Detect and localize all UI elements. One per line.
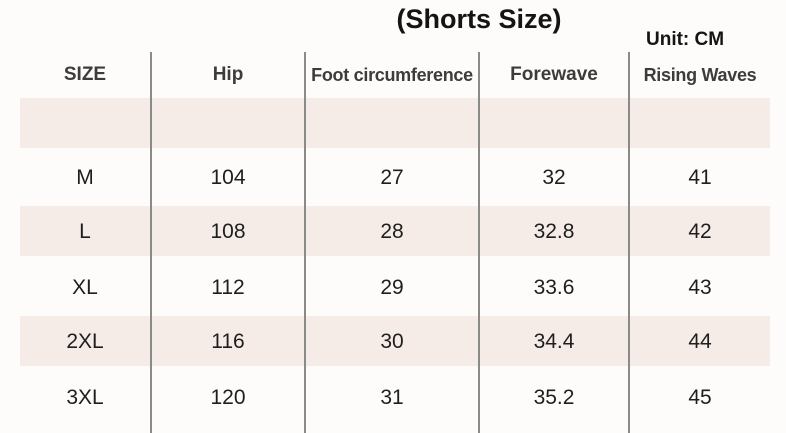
table-cell: 35.2 — [533, 386, 575, 409]
header-size: SIZE — [63, 64, 107, 85]
table-cell: 3XL — [66, 386, 104, 409]
column-divider — [478, 52, 480, 433]
table-cell: 104 — [210, 166, 246, 189]
table-cell: 29 — [380, 276, 404, 299]
column-divider — [628, 52, 630, 433]
table-cell: 31 — [380, 386, 404, 409]
header-forewave: Forewave — [510, 64, 598, 85]
row-band-l — [20, 206, 770, 256]
table-cell: 120 — [210, 386, 246, 409]
table-cell: 28 — [380, 220, 404, 243]
unit-label: Unit: CM — [646, 29, 725, 50]
header-foot-circumference: Foot circumference — [311, 64, 473, 85]
table-cell: 30 — [380, 330, 404, 353]
table-cell: 41 — [688, 166, 712, 189]
table-cell: 32 — [542, 166, 566, 189]
table-cell: 112 — [211, 276, 245, 299]
table-cell: 32.8 — [533, 220, 575, 243]
header-rising-waves: Rising Waves — [643, 64, 757, 85]
header-hip: Hip — [212, 64, 244, 85]
table-cell: 116 — [211, 330, 245, 353]
table-cell: L — [79, 220, 91, 243]
column-divider — [304, 52, 306, 433]
table-cell: 44 — [688, 330, 712, 353]
header-spacer-band — [20, 98, 770, 148]
table-cell: XL — [72, 276, 98, 299]
table-cell: 42 — [688, 220, 712, 243]
table-cell: 43 — [688, 276, 712, 299]
column-divider — [150, 52, 152, 433]
table-cell: 33.6 — [533, 276, 575, 299]
chart-title: (Shorts Size) — [396, 4, 562, 34]
row-band-2xl — [20, 316, 770, 366]
table-cell: 34.4 — [533, 330, 575, 353]
table-cell: 45 — [688, 386, 712, 409]
size-table: SIZE Hip Foot circumference Forewave Ris… — [20, 52, 770, 433]
table-cell: 108 — [210, 220, 246, 243]
table-cell: 27 — [380, 166, 404, 189]
table-cell: 2XL — [66, 330, 104, 353]
table-cell: M — [76, 166, 94, 189]
